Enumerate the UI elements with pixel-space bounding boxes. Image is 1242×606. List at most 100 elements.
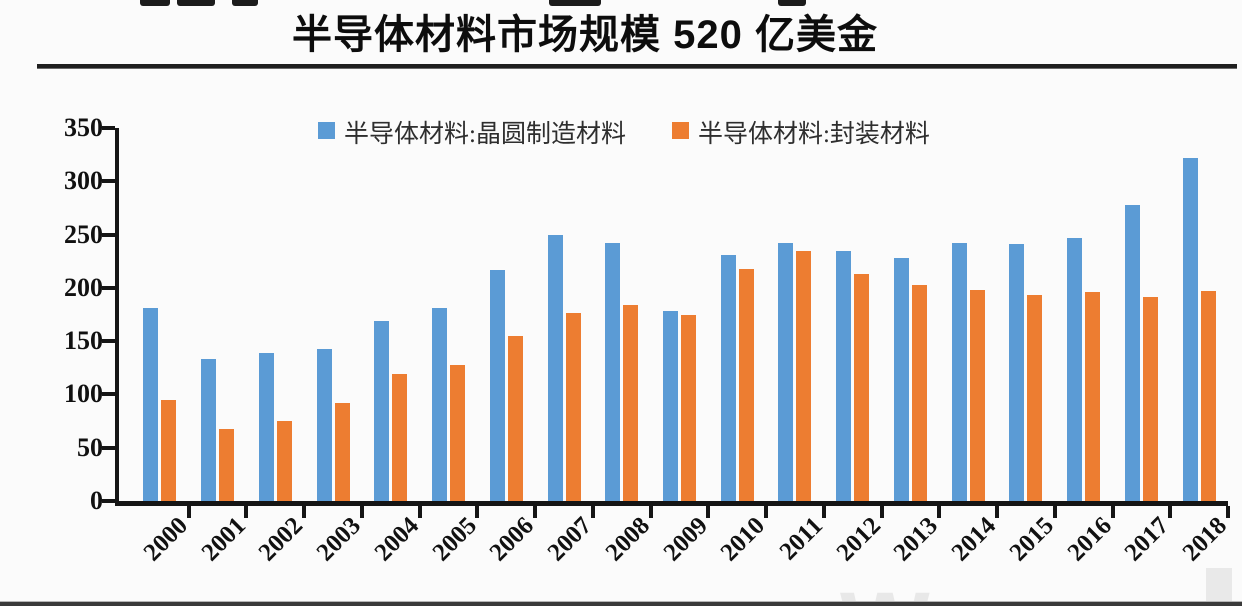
bar-group-2016	[1055, 128, 1113, 501]
wafer-materials-bar-2005	[432, 308, 448, 501]
wafer-materials-bar-2002	[258, 352, 274, 501]
bar-group-2015	[997, 128, 1055, 501]
x-tick-label-2006: 2006	[484, 512, 540, 567]
bar-group-2018	[1170, 128, 1228, 501]
legend-item-packaging-materials: 半导体材料:封装材料	[671, 114, 930, 150]
x-tick-mark	[475, 506, 480, 518]
wafer-materials-bar-2003	[316, 348, 332, 501]
chart-title: 半导体材料市场规模 520 亿美金	[292, 13, 878, 57]
packaging-materials-bar-2015	[1027, 295, 1043, 501]
y-tick-label-150: 150	[64, 326, 103, 356]
wafer-materials-bar-2000	[143, 308, 159, 501]
x-tick-label-2001: 2001	[196, 512, 251, 567]
x-tick-mark	[417, 506, 422, 518]
x-tick-mark	[590, 506, 595, 518]
wafer-materials-bar-2017	[1124, 204, 1140, 501]
x-tick-mark	[821, 506, 826, 518]
bar-group-2017	[1112, 128, 1170, 501]
x-tick-label-2003: 2003	[311, 512, 367, 567]
x-tick-label-2018: 2018	[1177, 512, 1233, 567]
bar-group-2001	[189, 128, 247, 501]
x-tick-label-2005: 2005	[427, 512, 482, 567]
y-tick-marks	[102, 126, 115, 503]
watermark-fragment	[1206, 568, 1232, 602]
packaging-materials-bar-2008	[623, 304, 639, 501]
bar-group-2005	[420, 128, 478, 501]
x-tick-label-2010: 2010	[715, 512, 771, 567]
x-tick-mark	[244, 506, 249, 518]
x-tick-mark	[648, 506, 653, 518]
legend: 半导体材料:晶圆制造材料 半导体材料:封装材料	[318, 114, 930, 150]
packaging-materials-bar-2009	[680, 314, 696, 501]
y-tick-label-250: 250	[64, 219, 103, 249]
x-axis-labels: 2000 2001 2002 2003 2004 2005 2006 2007 2008 2009…	[131, 512, 1233, 602]
legend-item-wafer-materials: 半导体材料:晶圆制造材料	[318, 114, 626, 150]
bar-group-2004	[362, 128, 420, 501]
wafer-materials-bar-2004	[374, 320, 390, 501]
y-tick-mark	[102, 499, 115, 503]
bar-group-2002	[246, 128, 304, 501]
plot-area	[115, 128, 1228, 506]
y-tick-mark	[102, 179, 115, 184]
x-tick-marks	[131, 506, 1230, 519]
packaging-materials-bar-2003	[334, 402, 350, 501]
x-tick-mark	[995, 506, 1000, 518]
x-tick-mark	[764, 506, 769, 518]
y-tick-mark	[102, 232, 115, 237]
packaging-materials-bar-2001	[219, 428, 235, 501]
y-tick-mark	[102, 445, 115, 450]
bottom-border-line	[0, 601, 1242, 606]
bar-group-2000	[131, 128, 189, 501]
packaging-materials-bar-2007	[565, 313, 581, 501]
y-tick-label-100: 100	[64, 379, 103, 409]
x-tick-mark	[879, 506, 884, 518]
packaging-materials-bar-2010	[738, 268, 754, 501]
y-tick-mark	[102, 392, 115, 397]
x-tick-mark	[1110, 506, 1115, 518]
y-tick-mark	[102, 285, 115, 290]
cropped-text-artifact	[549, 0, 601, 6]
title-divider-line	[37, 64, 1237, 69]
packaging-materials-bar-2006	[507, 335, 523, 501]
bar-group-2006	[477, 128, 535, 501]
wafer-materials-bar-2012	[836, 250, 852, 501]
cropped-text-artifact	[140, 0, 170, 6]
wafer-materials-bar-2013	[893, 258, 909, 501]
y-tick-label-0: 0	[90, 486, 103, 515]
packaging-materials-bar-2005	[450, 364, 466, 501]
x-tick-label-2015: 2015	[1004, 512, 1059, 567]
x-tick-label-2013: 2013	[889, 512, 944, 567]
cropped-text-artifact	[232, 0, 258, 6]
packaging-materials-bar-2004	[392, 374, 408, 501]
wafer-materials-bar-2006	[489, 269, 505, 501]
y-axis-labels: 0 50 100 150 200 250 300 350	[0, 115, 103, 514]
y-tick-mark	[102, 339, 115, 344]
watermark: We	[840, 572, 1005, 606]
wafer-materials-bar-2018	[1182, 157, 1198, 501]
wafer-materials-bar-2009	[662, 311, 678, 501]
wafer-materials-swatch-icon	[318, 121, 335, 139]
packaging-materials-bar-2018	[1200, 291, 1216, 501]
wafer-materials-bar-2014	[951, 243, 967, 501]
bar-group-2013	[882, 128, 940, 501]
wafer-materials-bar-2016	[1067, 237, 1083, 501]
x-tick-mark	[533, 506, 538, 518]
x-tick-mark	[1168, 506, 1173, 518]
x-tick-label-2017: 2017	[1120, 512, 1175, 567]
wafer-materials-bar-2008	[605, 243, 621, 501]
packaging-materials-bar-2011	[796, 250, 812, 501]
x-tick-label-2014: 2014	[946, 512, 1002, 567]
y-tick-label-350: 350	[64, 113, 103, 142]
x-tick-mark	[186, 506, 191, 518]
bar-group-2003	[304, 128, 362, 501]
x-tick-label-2012: 2012	[831, 512, 886, 567]
y-tick-label-200: 200	[64, 272, 103, 302]
bar-group-2009	[651, 128, 709, 501]
x-tick-label-2002: 2002	[253, 512, 309, 567]
bar-group-2007	[535, 128, 593, 501]
y-tick-label-300: 300	[64, 166, 103, 196]
wafer-materials-bar-2015	[1009, 244, 1025, 501]
bar-group-2010	[708, 128, 766, 501]
x-tick-label-2007: 2007	[542, 512, 598, 567]
